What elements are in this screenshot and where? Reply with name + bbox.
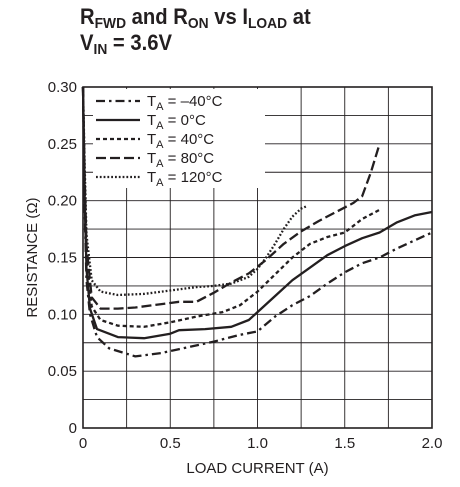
title-subscript: LOAD [247, 15, 288, 32]
legend-label-1: TA = 0°C [147, 112, 206, 132]
title-text: at [287, 4, 311, 29]
legend-label-3: TA = 80°C [147, 150, 214, 170]
title-text: = 3.6V [107, 30, 173, 55]
chart-title: RFWD and RON vs ILOAD at VIN = 3.6V [80, 4, 411, 58]
y-tick-label: 0.15 [48, 250, 77, 267]
tick-labels: 0 0.5 1.0 1.5 2.0 0 0.05 0.10 0.15 0.20 0.25 0.30 [48, 79, 443, 452]
y-axis-label: RESISTANCE (Ω) [24, 197, 41, 317]
series-layer [81, 86, 433, 358]
x-tick-label: 2.0 [422, 435, 443, 452]
x-tick-label: 0 [79, 435, 87, 452]
y-tick-label: 0.10 [48, 306, 77, 323]
y-tick-label: 0.25 [48, 136, 77, 153]
y-tick-label: 0 [69, 420, 77, 437]
series-line-1 [81, 86, 433, 340]
legend-box [93, 89, 265, 188]
title-text: and R [126, 4, 188, 29]
y-tick-label: 0.05 [48, 363, 77, 380]
series-line-3 [81, 86, 381, 310]
x-tick-label: 1.5 [334, 435, 355, 452]
series-line-2 [81, 86, 381, 328]
x-tick-label: 0.5 [160, 435, 181, 452]
plot-frame [82, 86, 433, 429]
series-line-0 [81, 86, 433, 358]
title-text: R [80, 4, 95, 29]
title-subscript: FWD [94, 15, 127, 32]
y-tick-label: 0.20 [48, 193, 77, 210]
legend: TA = –40°CTA = 0°CTA = 40°CTA = 80°CTA =… [93, 89, 265, 189]
title-text: V [80, 30, 94, 55]
legend-label-4: TA = 120°C [147, 169, 223, 189]
title-text: vs I [208, 4, 248, 29]
legend-label-2: TA = 40°C [147, 131, 214, 151]
x-tick-label: 1.0 [247, 435, 268, 452]
legend-label-0: TA = –40°C [147, 93, 223, 113]
title-subscript: IN [93, 41, 108, 58]
y-tick-label: 0.30 [48, 79, 77, 96]
title-line-1: RFWD and RON vs ILOAD at [80, 4, 411, 32]
x-axis-label: LOAD CURRENT (A) [186, 460, 328, 477]
title-subscript: ON [187, 15, 209, 32]
title-line-2: VIN = 3.6V [80, 30, 411, 58]
